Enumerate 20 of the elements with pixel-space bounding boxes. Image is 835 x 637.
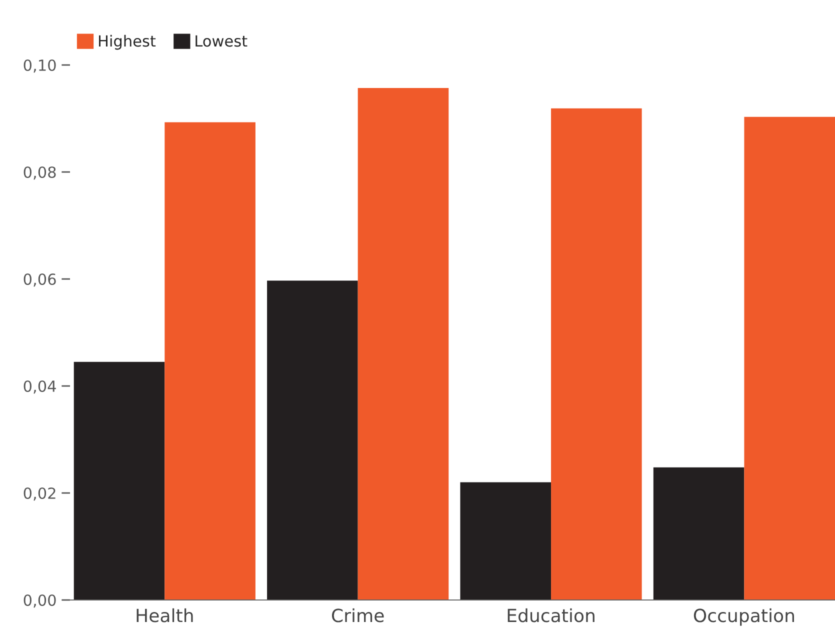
y-tick-label: 0,02 xyxy=(24,487,56,501)
x-tick-label: Crime xyxy=(332,608,384,622)
bar xyxy=(74,362,165,600)
y-tick-label: 0,08 xyxy=(24,166,56,180)
bar xyxy=(653,467,744,600)
x-tick-label: Occupation xyxy=(694,608,794,626)
bar xyxy=(164,122,256,600)
y-tick-label: 0,04 xyxy=(24,380,56,394)
x-tick-label: Health xyxy=(136,608,193,622)
x-tick-label: Education xyxy=(508,608,594,622)
legend-label: Highest xyxy=(98,34,156,50)
y-tick-label: 0,10 xyxy=(24,59,56,73)
y-tick-label: 0,00 xyxy=(24,594,56,608)
bar xyxy=(551,108,642,600)
y-tick-label: 0,06 xyxy=(24,273,56,287)
bar xyxy=(744,116,835,600)
bar xyxy=(267,280,358,600)
bar xyxy=(358,88,449,600)
legend-label: Lowest xyxy=(196,35,248,47)
bar xyxy=(460,482,552,600)
